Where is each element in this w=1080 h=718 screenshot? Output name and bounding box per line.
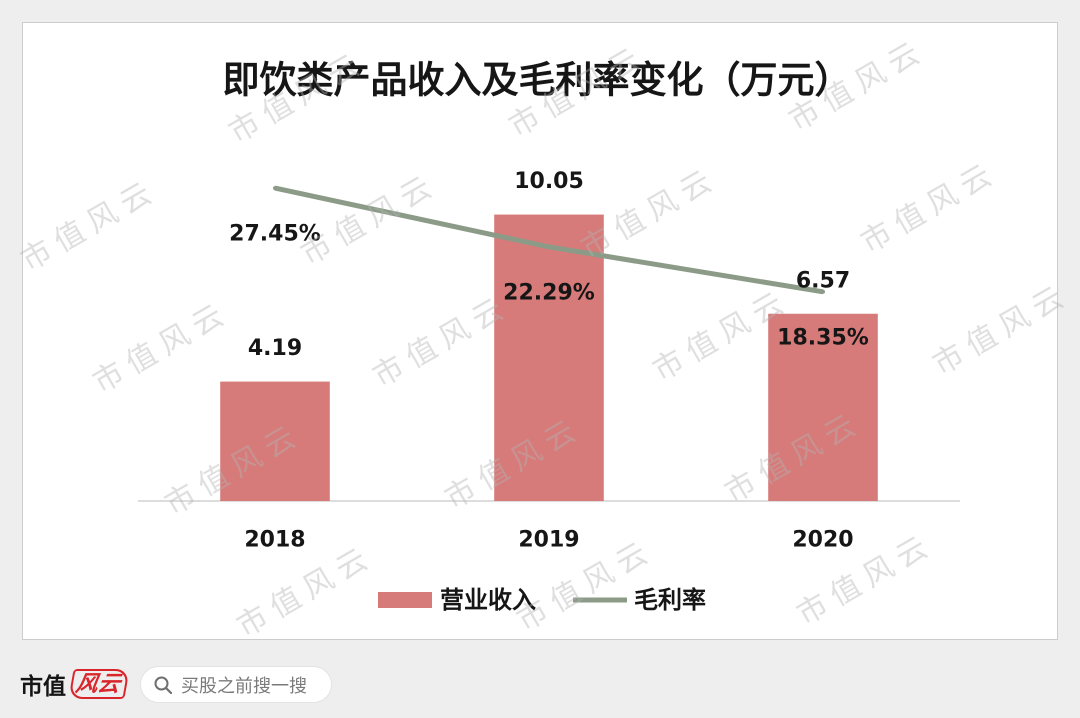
legend-item-revenue: 营业收入 (378, 586, 536, 614)
revenue-bars (220, 214, 878, 501)
brand-logo-script: 风云 (68, 669, 130, 699)
chart: 即饮类产品收入及毛利率变化（万元） 4.19 10.05 6.57 27.45% 22.… (138, 59, 960, 614)
gross-margin-point-2019 (547, 244, 551, 249)
search-placeholder: 买股之前搜一搜 (181, 675, 307, 697)
x-tick-label-2018: 2018 (244, 528, 305, 553)
chart-labels: 4.19 10.05 6.57 27.45% 22.29% 18.35% 2018 2019 2… (229, 169, 869, 552)
revenue-bar-2020 (768, 313, 878, 501)
search-box[interactable]: 买股之前搜一搜 (140, 666, 332, 703)
gross-margin-value-label-2020: 18.35% (777, 325, 869, 350)
gross-margin-series (273, 185, 825, 295)
revenue-bar-2018 (220, 381, 330, 501)
brand-logo: 市值 风云 (20, 667, 130, 701)
legend-label-gross-margin: 毛利率 (634, 586, 706, 614)
x-tick-label-2020: 2020 (792, 528, 853, 553)
revenue-value-label-2020: 6.57 (796, 268, 850, 293)
legend-item-gross-margin: 毛利率 (573, 586, 706, 614)
footer: 市值 风云 买股之前搜一搜 (0, 640, 1080, 718)
gross-margin-point-2020 (821, 289, 825, 294)
revenue-bar-2019 (494, 214, 604, 501)
x-tick-label-2019: 2019 (518, 528, 579, 553)
gross-margin-value-label-2019: 22.29% (503, 280, 595, 305)
revenue-value-label-2018: 4.19 (248, 336, 302, 361)
chart-title: 即饮类产品收入及毛利率变化（万元） (223, 59, 852, 102)
legend-label-revenue: 营业收入 (440, 586, 536, 614)
legend: 营业收入 毛利率 (378, 586, 706, 614)
revenue-value-label-2019: 10.05 (514, 169, 584, 194)
gross-margin-value-label-2018: 27.45% (229, 222, 321, 247)
gross-margin-point-2018 (273, 186, 277, 191)
search-icon (153, 675, 181, 695)
legend-swatch-revenue (378, 592, 432, 608)
brand-logo-text: 市值 (20, 674, 66, 700)
